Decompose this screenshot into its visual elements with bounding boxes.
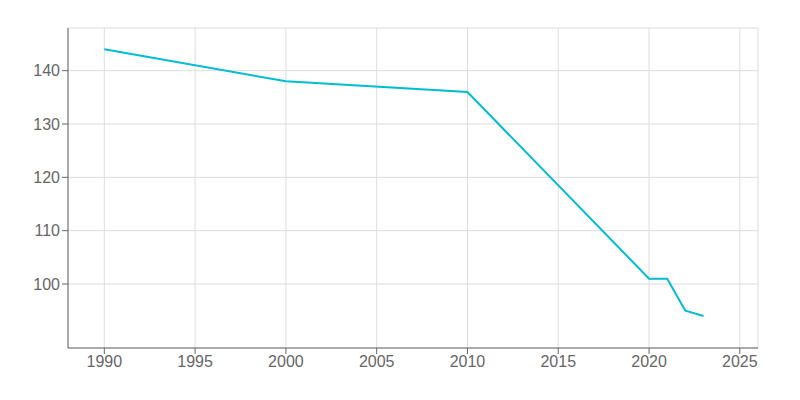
svg-text:110: 110 bbox=[34, 222, 60, 239]
svg-text:2025: 2025 bbox=[722, 353, 758, 370]
svg-text:130: 130 bbox=[33, 116, 60, 133]
svg-text:140: 140 bbox=[33, 62, 60, 79]
svg-text:100: 100 bbox=[33, 276, 60, 293]
svg-text:2020: 2020 bbox=[631, 353, 667, 370]
svg-text:1990: 1990 bbox=[87, 353, 123, 370]
svg-text:2000: 2000 bbox=[268, 353, 304, 370]
svg-text:1995: 1995 bbox=[177, 353, 213, 370]
svg-text:2005: 2005 bbox=[359, 353, 395, 370]
svg-text:2015: 2015 bbox=[540, 353, 576, 370]
svg-text:120: 120 bbox=[33, 169, 60, 186]
svg-text:2010: 2010 bbox=[450, 353, 486, 370]
